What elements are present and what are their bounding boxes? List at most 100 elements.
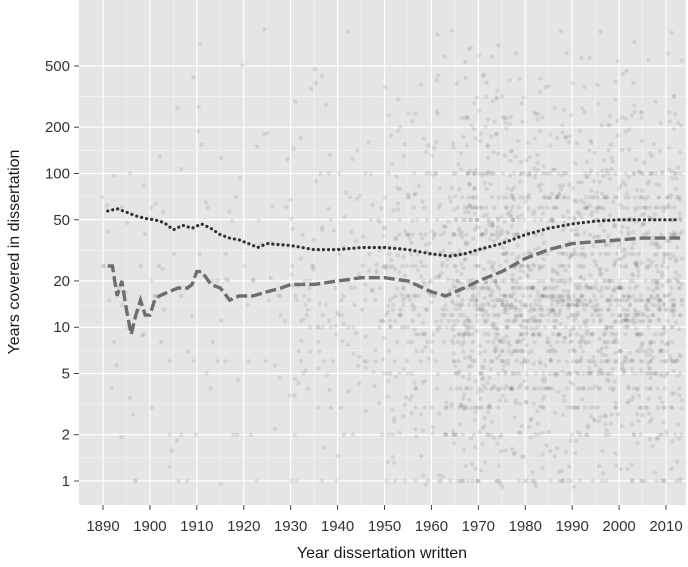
scatter-point xyxy=(514,348,519,354)
scatter-point xyxy=(584,159,590,164)
scatter-point xyxy=(342,214,348,220)
scatter-point xyxy=(523,318,528,324)
scatter-point xyxy=(543,363,548,368)
scatter-point xyxy=(602,332,608,337)
scatter-point xyxy=(130,412,136,417)
scatter-point xyxy=(560,183,566,188)
scatter-point xyxy=(519,424,524,429)
scatter-point xyxy=(341,321,346,327)
scatter-point xyxy=(586,339,592,345)
scatter-point xyxy=(459,167,464,172)
scatter-point xyxy=(470,478,475,484)
scatter-point xyxy=(537,263,542,269)
scatter-point xyxy=(577,211,582,216)
scatter-point xyxy=(679,406,684,411)
scatter-point xyxy=(661,332,666,337)
scatter-point xyxy=(469,348,475,354)
scatter-point xyxy=(480,171,485,176)
scatter-point xyxy=(623,312,628,318)
scatter-point xyxy=(330,359,335,364)
scatter-point xyxy=(476,390,481,395)
scatter-point xyxy=(354,331,359,336)
scatter-point xyxy=(436,273,442,278)
scatter-point xyxy=(641,312,646,317)
scatter-point xyxy=(381,335,387,341)
scatter-point xyxy=(475,302,480,307)
scatter-point xyxy=(677,326,682,332)
scatter-point xyxy=(629,245,635,251)
scatter-point xyxy=(384,263,389,269)
scatter-point xyxy=(514,317,519,322)
scatter-point xyxy=(176,478,181,484)
scatter-point xyxy=(669,391,675,396)
scatter-point xyxy=(575,386,580,391)
scatter-point xyxy=(633,309,639,315)
scatter-point xyxy=(583,205,588,210)
scatter-point xyxy=(580,105,585,111)
scatter-point xyxy=(590,386,595,391)
scatter-point xyxy=(530,285,536,291)
scatter-point xyxy=(326,171,332,176)
scatter-point xyxy=(614,463,619,468)
scatter-point xyxy=(673,276,678,281)
scatter-point xyxy=(569,228,574,233)
scatter-point xyxy=(409,393,414,399)
scatter-point xyxy=(499,298,505,303)
scatter-point xyxy=(678,231,683,237)
scatter-point xyxy=(538,312,543,318)
scatter-point xyxy=(598,266,603,272)
scatter-point xyxy=(536,245,542,251)
scatter-point xyxy=(461,339,466,345)
scatter-point xyxy=(660,339,665,345)
scatter-point xyxy=(512,318,517,324)
scatter-point xyxy=(434,386,440,391)
scatter-point xyxy=(546,312,551,318)
scatter-point xyxy=(548,343,553,348)
scatter-point xyxy=(560,302,565,307)
scatter-point xyxy=(545,205,550,210)
scatter-point xyxy=(351,351,356,356)
scatter-point xyxy=(551,332,556,337)
scatter-point xyxy=(510,217,516,222)
scatter-point xyxy=(573,282,578,287)
scatter-point xyxy=(254,144,260,149)
scatter-point xyxy=(509,302,514,307)
scatter-point xyxy=(483,309,489,314)
scatter-point xyxy=(658,347,664,353)
scatter-point xyxy=(615,339,620,345)
scatter-point xyxy=(652,470,657,476)
scatter-point xyxy=(616,257,621,262)
scatter-point xyxy=(174,438,180,443)
scatter-point xyxy=(356,354,362,360)
scatter-point xyxy=(282,318,287,324)
scatter-point xyxy=(479,468,484,473)
scatter-point xyxy=(507,78,512,83)
scatter-point xyxy=(522,336,527,342)
scatter-point xyxy=(547,348,552,354)
scatter-point xyxy=(420,263,425,269)
scatter-point xyxy=(570,382,576,387)
scatter-point xyxy=(657,307,662,312)
scatter-point xyxy=(649,348,655,354)
scatter-point xyxy=(541,263,546,269)
scatter-point xyxy=(305,307,310,312)
scatter-point xyxy=(643,478,648,484)
scatter-point xyxy=(494,95,499,101)
scatter-point xyxy=(606,278,612,284)
scatter-point xyxy=(605,298,610,303)
scatter-point xyxy=(341,432,347,437)
scatter-point xyxy=(596,101,601,107)
scatter-point xyxy=(256,218,261,223)
scatter-point xyxy=(639,341,645,346)
scatter-point xyxy=(507,121,513,126)
scatter-point xyxy=(304,312,309,318)
scatter-point xyxy=(537,298,543,303)
scatter-point xyxy=(474,205,479,210)
scatter-point xyxy=(644,307,649,312)
scatter-point xyxy=(646,57,651,62)
scatter-point xyxy=(467,202,472,208)
scatter-point xyxy=(458,402,463,407)
scatter-point xyxy=(504,258,509,264)
scatter-point xyxy=(437,473,442,478)
